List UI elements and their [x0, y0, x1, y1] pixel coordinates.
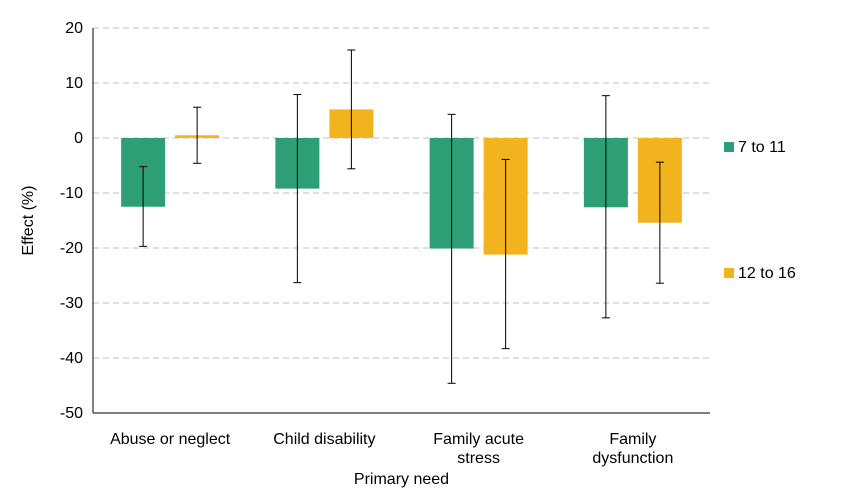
y-tick-label: -50	[60, 405, 83, 422]
bars	[121, 109, 682, 255]
y-tick-label: 0	[74, 130, 83, 147]
y-tick-label: -20	[60, 240, 83, 257]
x-tick-labels: Abuse or neglect Child disability Family a…	[110, 431, 673, 467]
y-tick-label: 20	[65, 20, 83, 37]
y-tick-label: -40	[60, 350, 83, 367]
x-tick-label: Family acute stress	[433, 431, 524, 467]
y-axis-title: Effect (%)	[20, 186, 37, 256]
error-bars	[139, 49, 664, 384]
legend-label: 12 to 16	[738, 265, 796, 282]
legend: 7 to 11 12 to 16	[724, 139, 796, 282]
y-tick-label: -10	[60, 185, 83, 202]
y-tick-label: 10	[65, 75, 83, 92]
legend-swatch	[724, 142, 734, 152]
legend-swatch	[724, 268, 734, 278]
y-tick-label: -30	[60, 295, 83, 312]
x-tick-label: Child disability	[273, 431, 375, 448]
axes	[92, 28, 710, 414]
legend-label: 7 to 11	[738, 139, 786, 156]
y-tick-labels: 20 10 0 -10 -20 -30 -40 -50	[60, 20, 83, 422]
x-axis-title: Primary need	[354, 471, 449, 488]
x-tick-label: Family dysfunction	[592, 431, 673, 467]
x-tick-label: Abuse or neglect	[110, 431, 231, 448]
